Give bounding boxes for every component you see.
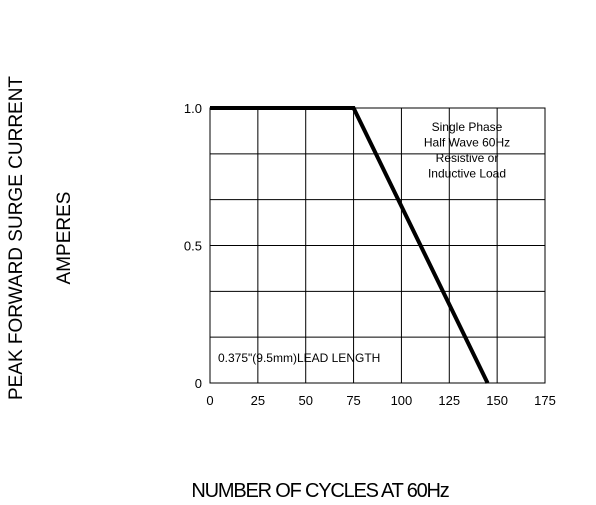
y-axis-label-line1: PEAK FORWARD SURGE CURRENT [6,76,27,400]
x-tick-label: 25 [251,393,265,408]
condition-note-line: Resistive or [436,151,499,165]
x-tick-label: 50 [298,393,312,408]
y-tick-label: 0 [195,376,202,391]
chart-grid [209,107,546,384]
y-axis-label-line2: AMPERES [54,192,75,285]
x-tick-label: 0 [206,393,213,408]
axis-tick-labels: 0 25 50 75 100 125 150 175 0 0.5 1.0 [184,101,556,408]
x-tick-label: 150 [486,393,508,408]
x-axis-label: NUMBER OF CYCLES AT 60Hz [191,480,448,502]
x-tick-label: 75 [346,393,360,408]
x-tick-label: 100 [391,393,413,408]
derating-curve [210,106,490,384]
y-tick-label: 0.5 [184,239,202,254]
condition-note-line: Half Wave 60Hz [424,136,510,150]
y-tick-label: 1.0 [184,101,202,116]
x-tick-label: 175 [534,393,556,408]
lead-length-note: 0.375"(9.5mm)LEAD LENGTH [218,351,380,365]
x-tick-label: 125 [438,393,460,408]
condition-note-line: Inductive Load [428,167,506,181]
chart-series [210,106,490,384]
condition-note-line: Single Phase [432,120,503,134]
